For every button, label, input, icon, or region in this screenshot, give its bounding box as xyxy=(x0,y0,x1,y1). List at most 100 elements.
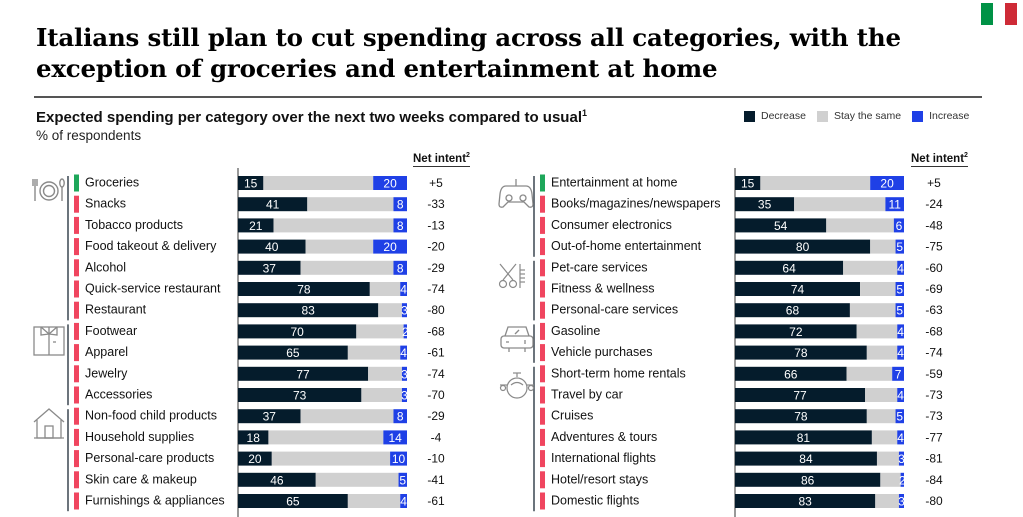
net-intent-value: -13 xyxy=(427,218,445,232)
bar-decrease-label: 84 xyxy=(799,452,813,466)
scissors-comb-icon xyxy=(498,263,525,289)
bar-decrease-label: 20 xyxy=(248,452,262,466)
net-intent-value: -74 xyxy=(427,282,445,296)
bar-increase xyxy=(897,324,904,339)
bar-same xyxy=(856,324,898,339)
net-marker xyxy=(540,428,545,446)
net-marker xyxy=(74,238,79,256)
legend-swatch-decrease xyxy=(744,110,755,122)
legend-swatch-same xyxy=(816,110,828,122)
bar-decrease-label: 70 xyxy=(290,325,304,339)
bar-same xyxy=(866,345,898,360)
title-line-1: Italians still plan to cut spending acro… xyxy=(36,23,901,52)
bar-decrease-label: 40 xyxy=(265,240,279,254)
house-icon xyxy=(33,408,65,439)
bar-same xyxy=(369,282,401,296)
bar-decrease xyxy=(238,472,316,487)
bar-decrease xyxy=(735,197,795,212)
bar-decrease-label: 54 xyxy=(774,219,788,233)
subtitle-footnote: 1 xyxy=(581,108,587,118)
legend-item-decrease: Decrease xyxy=(744,110,806,122)
net-intent-value: -80 xyxy=(925,494,943,508)
bar-increase-label: 3 xyxy=(401,304,408,318)
net-intent-value: -63 xyxy=(925,303,943,317)
bar-increase-label: 4 xyxy=(897,346,904,360)
net-intent-underline xyxy=(911,165,968,168)
title-line-2: exception of groceries and entertainment… xyxy=(36,54,718,83)
category-label: International flights xyxy=(551,451,656,465)
bar-increase xyxy=(393,260,407,275)
bar-same xyxy=(760,176,871,190)
category-label: Pet-care services xyxy=(551,260,648,274)
net-intent-value: -61 xyxy=(427,346,445,360)
category-label: Alcohol xyxy=(85,260,126,274)
net-marker xyxy=(540,344,545,362)
net-intent-header-text: Net intent xyxy=(413,152,467,165)
bar-increase-label: 4 xyxy=(897,261,904,275)
legend-label-decrease: Decrease xyxy=(761,110,806,122)
net-intent-value: +5 xyxy=(927,176,941,190)
bar-decrease-label: 37 xyxy=(263,410,277,424)
bar-increase-label: 10 xyxy=(392,452,406,466)
bar-decrease-label: 86 xyxy=(801,473,815,487)
net-intent-value: -24 xyxy=(925,197,943,211)
bar-decrease-label: 77 xyxy=(296,367,310,381)
flag-stripe-green xyxy=(981,3,993,25)
net-intent-value: -84 xyxy=(925,473,943,487)
bar-increase xyxy=(401,303,407,318)
bar-increase-label: 6 xyxy=(896,219,903,233)
bar-increase-label: 4 xyxy=(897,325,904,339)
net-marker xyxy=(540,492,545,510)
bar-increase-label: 8 xyxy=(397,410,404,424)
bar-decrease-label: 15 xyxy=(244,177,258,191)
bar-decrease xyxy=(238,176,264,190)
bar-increase-label: 14 xyxy=(388,431,402,445)
bar-decrease xyxy=(735,324,857,339)
net-marker xyxy=(540,195,545,213)
bar-decrease xyxy=(238,218,274,233)
category-label: Restaurant xyxy=(85,303,147,317)
car-icon xyxy=(500,326,534,352)
bar-increase xyxy=(897,430,904,445)
bar-decrease xyxy=(735,388,866,402)
net-marker xyxy=(540,216,545,234)
bar-same xyxy=(871,430,898,445)
bar-increase-label: 4 xyxy=(400,495,407,509)
bar-same xyxy=(361,388,402,402)
bar-same xyxy=(300,260,394,275)
bar-increase xyxy=(401,388,407,402)
net-intent-value: -70 xyxy=(427,388,445,402)
title-divider xyxy=(34,96,982,98)
category-label: Cruises xyxy=(551,409,593,423)
net-intent-header-text: Net intent xyxy=(911,152,965,165)
category-label: Fitness & wellness xyxy=(551,282,655,296)
bar-increase xyxy=(401,366,407,381)
bar-decrease xyxy=(238,197,308,212)
bar-decrease-label: 81 xyxy=(797,431,811,445)
category-label: Non-food child products xyxy=(85,409,217,423)
unit-label: % of respondents xyxy=(36,128,142,143)
chart-subtitle: Expected spending per category over the … xyxy=(36,108,587,126)
net-intent-value: -48 xyxy=(925,218,943,232)
net-marker xyxy=(74,301,79,319)
bar-increase xyxy=(373,239,407,254)
bar-decrease-label: 41 xyxy=(266,198,280,212)
net-marker xyxy=(540,280,545,298)
bar-decrease-label: 21 xyxy=(249,219,263,233)
bar-decrease xyxy=(735,430,872,445)
bar-decrease xyxy=(735,303,850,318)
bar-decrease-label: 74 xyxy=(791,283,805,297)
bar-increase-label: 8 xyxy=(397,261,404,275)
net-marker xyxy=(540,365,545,383)
category-label: Quick-service restaurant xyxy=(85,282,221,296)
bar-increase-label: 8 xyxy=(397,198,404,212)
net-marker xyxy=(74,428,79,446)
bar-decrease-label: 66 xyxy=(784,367,798,381)
bar-decrease-label: 68 xyxy=(786,304,800,318)
category-label: Tobacco products xyxy=(85,218,183,232)
bar-decrease-label: 78 xyxy=(297,283,311,297)
category-label: Adventures & tours xyxy=(551,430,657,444)
category-label: Accessories xyxy=(85,388,152,402)
net-intent-value: -20 xyxy=(427,240,445,254)
net-intent-value: -74 xyxy=(925,346,943,360)
